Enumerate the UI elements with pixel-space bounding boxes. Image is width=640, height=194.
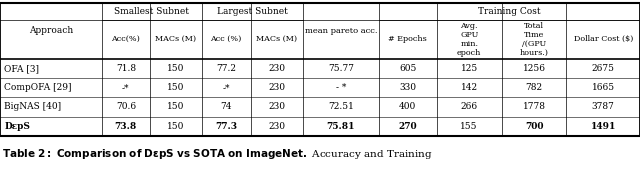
Text: mean pareto acc.: mean pareto acc. (305, 27, 377, 35)
Text: 142: 142 (461, 83, 477, 92)
Text: Training Cost: Training Cost (478, 7, 541, 16)
Text: 1491: 1491 (591, 122, 616, 131)
Text: 77.2: 77.2 (216, 64, 236, 73)
Text: Total
Time
/(GPU
hours.): Total Time /(GPU hours.) (520, 22, 548, 56)
Text: 150: 150 (167, 83, 184, 92)
Text: 1665: 1665 (592, 83, 615, 92)
Text: - *: - * (335, 83, 346, 92)
Text: 700: 700 (525, 122, 543, 131)
Text: 77.3: 77.3 (215, 122, 237, 131)
Text: 71.8: 71.8 (116, 64, 136, 73)
Text: 782: 782 (525, 83, 543, 92)
Text: 74: 74 (220, 102, 232, 111)
Text: 230: 230 (268, 83, 285, 92)
Text: Approach: Approach (29, 26, 73, 35)
Text: 150: 150 (167, 122, 184, 131)
Text: Largest Subnet: Largest Subnet (217, 7, 287, 16)
Text: Acc (%): Acc (%) (211, 35, 242, 43)
Text: MACs (M): MACs (M) (256, 35, 298, 43)
Text: $\mathbf{Table\ 2:\ Comparison\ of\ D\varepsilon pS\ vs\ SOTA\ on\ ImageNet.}$ A: $\mathbf{Table\ 2:\ Comparison\ of\ D\va… (2, 147, 433, 161)
Text: 605: 605 (399, 64, 417, 73)
Text: OFA [3]: OFA [3] (4, 64, 40, 73)
Text: BigNAS [40]: BigNAS [40] (4, 102, 61, 111)
Text: # Epochs: # Epochs (388, 35, 427, 43)
Text: 75.81: 75.81 (326, 122, 355, 131)
Text: 266: 266 (461, 102, 477, 111)
Text: 73.8: 73.8 (115, 122, 137, 131)
Text: 2675: 2675 (592, 64, 615, 73)
Text: Smallest Subnet: Smallest Subnet (115, 7, 189, 16)
Text: Avg.
GPU
min.
epoch: Avg. GPU min. epoch (457, 22, 481, 56)
Text: 150: 150 (167, 102, 184, 111)
Text: -*: -* (122, 83, 129, 92)
Text: 330: 330 (399, 83, 416, 92)
Text: DεpS: DεpS (4, 122, 30, 131)
Text: 270: 270 (399, 122, 417, 131)
Text: MACs (M): MACs (M) (155, 35, 196, 43)
Text: 75.77: 75.77 (328, 64, 354, 73)
Text: 230: 230 (268, 64, 285, 73)
Text: CompOFA [29]: CompOFA [29] (4, 83, 72, 92)
Text: 72.51: 72.51 (328, 102, 354, 111)
Text: 1256: 1256 (522, 64, 545, 73)
Text: 230: 230 (268, 102, 285, 111)
Text: 70.6: 70.6 (116, 102, 136, 111)
Text: -*: -* (223, 83, 230, 92)
Text: 400: 400 (399, 102, 417, 111)
Text: 155: 155 (460, 122, 478, 131)
Text: 125: 125 (461, 64, 478, 73)
Text: 3787: 3787 (592, 102, 614, 111)
Text: 230: 230 (268, 122, 285, 131)
Text: Dollar Cost ($): Dollar Cost ($) (573, 35, 633, 43)
Text: Acc(%): Acc(%) (111, 35, 140, 43)
Text: 150: 150 (167, 64, 184, 73)
Text: 1778: 1778 (522, 102, 545, 111)
